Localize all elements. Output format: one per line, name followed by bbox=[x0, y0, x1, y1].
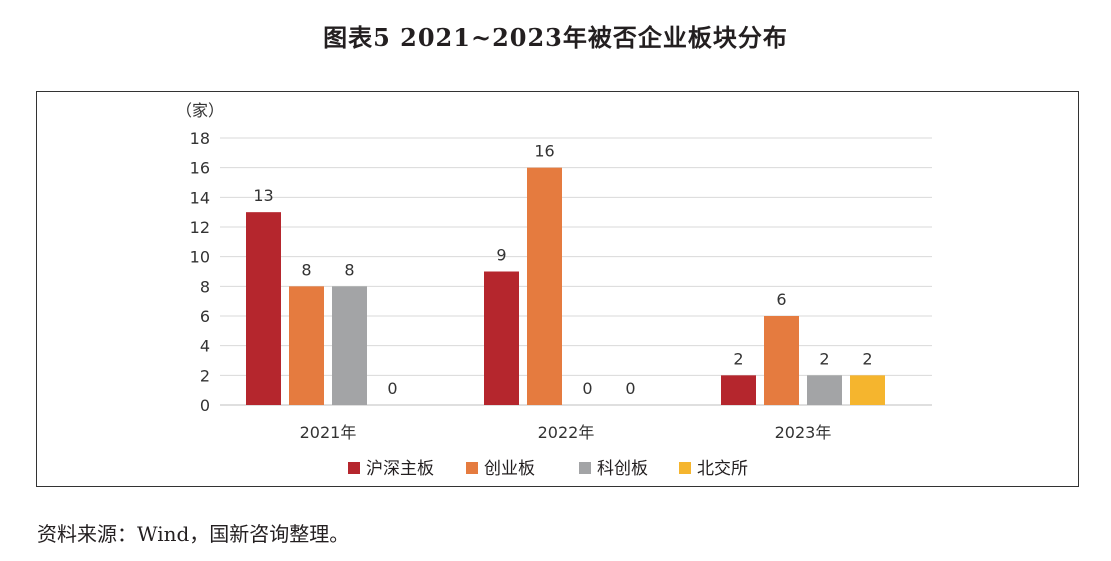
legend-swatch bbox=[466, 462, 478, 474]
y-tick-label: 8 bbox=[200, 277, 210, 296]
data-label: 2 bbox=[819, 349, 829, 368]
bar-1 bbox=[721, 375, 756, 405]
legend-label: 科创板 bbox=[597, 459, 648, 479]
chart-title: 图表5 2021~2023年被否企业板块分布 bbox=[323, 23, 788, 52]
bar-3 bbox=[332, 286, 367, 405]
legend-label: 沪深主板 bbox=[366, 459, 434, 479]
y-tick-label: 0 bbox=[200, 396, 210, 415]
bar-2 bbox=[527, 167, 562, 405]
y-tick-label: 18 bbox=[190, 129, 210, 148]
bar-4 bbox=[850, 375, 885, 405]
y-tick-label: 2 bbox=[200, 366, 210, 385]
x-tick-label: 2023年 bbox=[775, 423, 832, 442]
data-label: 0 bbox=[625, 379, 635, 398]
data-label: 8 bbox=[301, 260, 311, 279]
bar-1 bbox=[246, 212, 281, 405]
legend-swatch bbox=[579, 462, 591, 474]
data-label: 0 bbox=[387, 379, 397, 398]
bar-3 bbox=[807, 375, 842, 405]
chart-frame bbox=[36, 91, 1079, 487]
data-label: 9 bbox=[496, 246, 506, 265]
data-label: 2 bbox=[862, 349, 872, 368]
data-label: 0 bbox=[582, 379, 592, 398]
x-tick-label: 2022年 bbox=[538, 423, 595, 442]
legend-swatch bbox=[348, 462, 360, 474]
data-label: 6 bbox=[776, 290, 786, 309]
bar-1 bbox=[484, 271, 519, 405]
y-tick-label: 16 bbox=[190, 159, 210, 178]
legend-swatch bbox=[679, 462, 691, 474]
y-tick-label: 10 bbox=[190, 248, 210, 267]
data-label: 8 bbox=[344, 260, 354, 279]
y-tick-label: 14 bbox=[190, 188, 210, 207]
source-note: 资料来源：Wind，国新咨询整理。 bbox=[37, 522, 350, 546]
x-tick-label: 2021年 bbox=[300, 423, 357, 442]
bar-2 bbox=[289, 286, 324, 405]
bar-2 bbox=[764, 316, 799, 405]
y-tick-label: 12 bbox=[190, 218, 210, 237]
y-tick-label: 6 bbox=[200, 307, 210, 326]
legend-label: 北交所 bbox=[697, 459, 748, 479]
y-axis-label: （家） bbox=[176, 101, 224, 120]
y-tick-label: 4 bbox=[200, 337, 210, 356]
data-label: 16 bbox=[534, 142, 554, 161]
data-label: 2 bbox=[733, 349, 743, 368]
legend-label: 创业板 bbox=[484, 459, 535, 479]
data-label: 13 bbox=[253, 186, 273, 205]
